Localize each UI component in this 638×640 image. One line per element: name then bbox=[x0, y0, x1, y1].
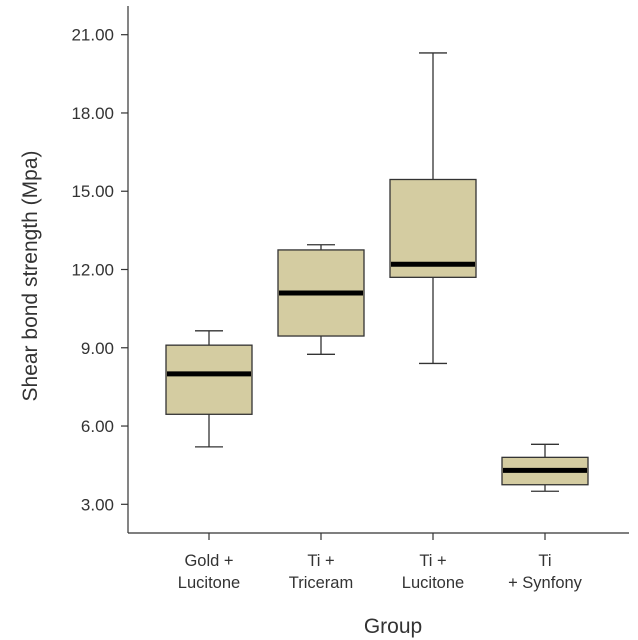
iqr-box bbox=[165, 344, 253, 415]
y-tick-label: 6.00 bbox=[81, 417, 114, 436]
x-tick-label-line: Triceram bbox=[289, 574, 353, 592]
y-tick-label: 15.00 bbox=[71, 182, 114, 201]
box-group bbox=[277, 244, 365, 355]
box-group bbox=[389, 52, 477, 365]
axes bbox=[127, 6, 629, 534]
x-tick-label-line: Ti + bbox=[307, 552, 334, 570]
x-tick-label: Ti + Synfony bbox=[508, 552, 583, 592]
x-tick-label-line: Lucitone bbox=[402, 574, 464, 592]
x-tick-label-line: Ti bbox=[538, 552, 551, 570]
box-series bbox=[165, 52, 589, 492]
x-tick-label-line: + Synfony bbox=[508, 574, 583, 592]
box-group bbox=[501, 443, 589, 492]
x-tick-label-line: Lucitone bbox=[178, 574, 240, 592]
y-tick-label: 3.00 bbox=[81, 495, 114, 514]
x-tick-label: Gold + Lucitone bbox=[178, 552, 240, 592]
x-tick-label-line: Ti + bbox=[419, 552, 446, 570]
y-tick-label: 9.00 bbox=[81, 339, 114, 358]
y-tick-label: 18.00 bbox=[71, 104, 114, 123]
y-axis-ticks: 3.00 6.00 9.00 12.00 15.00 18.00 21.00 bbox=[71, 26, 128, 514]
x-tick-label: Ti + Lucitone bbox=[402, 552, 464, 592]
x-tick-label: Ti + Triceram bbox=[289, 552, 353, 592]
y-tick-label: 21.00 bbox=[71, 26, 114, 45]
y-axis-title: Shear bond strength (Mpa) bbox=[19, 151, 42, 402]
x-tick-label-line: Gold + bbox=[184, 552, 233, 570]
iqr-box bbox=[389, 178, 477, 278]
y-tick-label: 12.00 bbox=[71, 261, 114, 280]
x-axis-title: Group bbox=[364, 615, 422, 638]
box-group bbox=[165, 330, 253, 448]
